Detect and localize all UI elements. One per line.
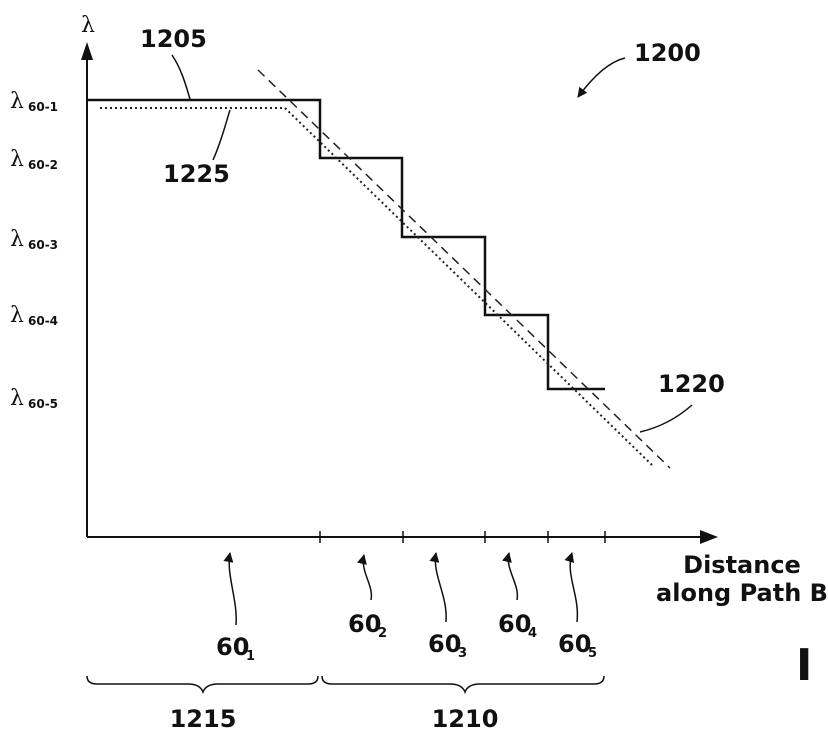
segment-label-60-5: 60 5 <box>558 553 597 661</box>
brace-1215 <box>87 676 318 692</box>
segment-60-1-arrow <box>229 553 236 625</box>
y-level-label-5: λ 60-5 <box>10 386 58 411</box>
leader-1225 <box>213 110 230 160</box>
y-level-4-sub: 60-4 <box>28 314 58 328</box>
segment-label-60-2: 60 2 <box>348 555 387 641</box>
segment-60-1-base: 60 <box>216 633 249 661</box>
segment-label-60-3: 60 3 <box>428 553 467 661</box>
segment-60-3-sub: 3 <box>458 646 467 661</box>
segment-label-60-4: 60 4 <box>498 553 537 641</box>
y-level-1-base: λ <box>10 89 24 114</box>
y-level-3-base: λ <box>10 227 24 252</box>
label-1220: 1220 <box>658 370 725 398</box>
y-level-4-base: λ <box>10 303 24 328</box>
y-level-5-sub: 60-5 <box>28 397 58 411</box>
leader-1205 <box>172 55 190 99</box>
x-axis-label-line1: Distance <box>683 551 801 579</box>
brace-1210 <box>322 676 604 692</box>
segment-60-4-base: 60 <box>498 610 531 638</box>
y-axis-symbol: λ <box>81 13 95 38</box>
y-level-label-3: λ 60-3 <box>10 227 58 252</box>
segment-60-1-sub: 1 <box>246 649 255 664</box>
y-level-label-4: λ 60-4 <box>10 303 58 328</box>
x-axis-label-line2: along Path B <box>656 579 828 607</box>
y-level-5-base: λ <box>10 386 24 411</box>
y-axis-arrowhead <box>81 42 93 60</box>
segment-60-2-sub: 2 <box>378 626 387 641</box>
y-level-2-base: λ <box>10 147 24 172</box>
segment-60-3-arrow <box>435 553 446 622</box>
figure-number: 1200 <box>634 39 701 67</box>
y-level-label-1: λ 60-1 <box>10 89 58 114</box>
label-1205: 1205 <box>140 25 207 53</box>
corner-mark: I <box>796 640 812 691</box>
y-level-2-sub: 60-2 <box>28 158 58 172</box>
y-level-label-2: λ 60-2 <box>10 147 58 172</box>
region-label-1210: 1210 <box>432 705 499 733</box>
x-axis-arrowhead <box>700 530 718 544</box>
y-level-3-sub: 60-3 <box>28 238 58 252</box>
segment-60-4-sub: 4 <box>528 626 537 641</box>
segment-60-3-base: 60 <box>428 630 461 658</box>
segment-60-2-base: 60 <box>348 610 381 638</box>
stepped-curve-1205 <box>88 100 605 389</box>
segment-60-5-sub: 5 <box>588 646 597 661</box>
y-level-1-sub: 60-1 <box>28 100 58 114</box>
leader-1220 <box>640 405 692 432</box>
segment-60-2-arrow <box>363 555 371 600</box>
segment-60-4-arrow <box>508 553 517 600</box>
figure-number-arrow <box>578 58 625 97</box>
segment-label-60-1: 60 1 <box>216 553 255 664</box>
segment-60-5-base: 60 <box>558 630 591 658</box>
region-label-1215: 1215 <box>170 705 237 733</box>
segment-60-5-arrow <box>570 553 577 622</box>
label-1225: 1225 <box>163 160 230 188</box>
